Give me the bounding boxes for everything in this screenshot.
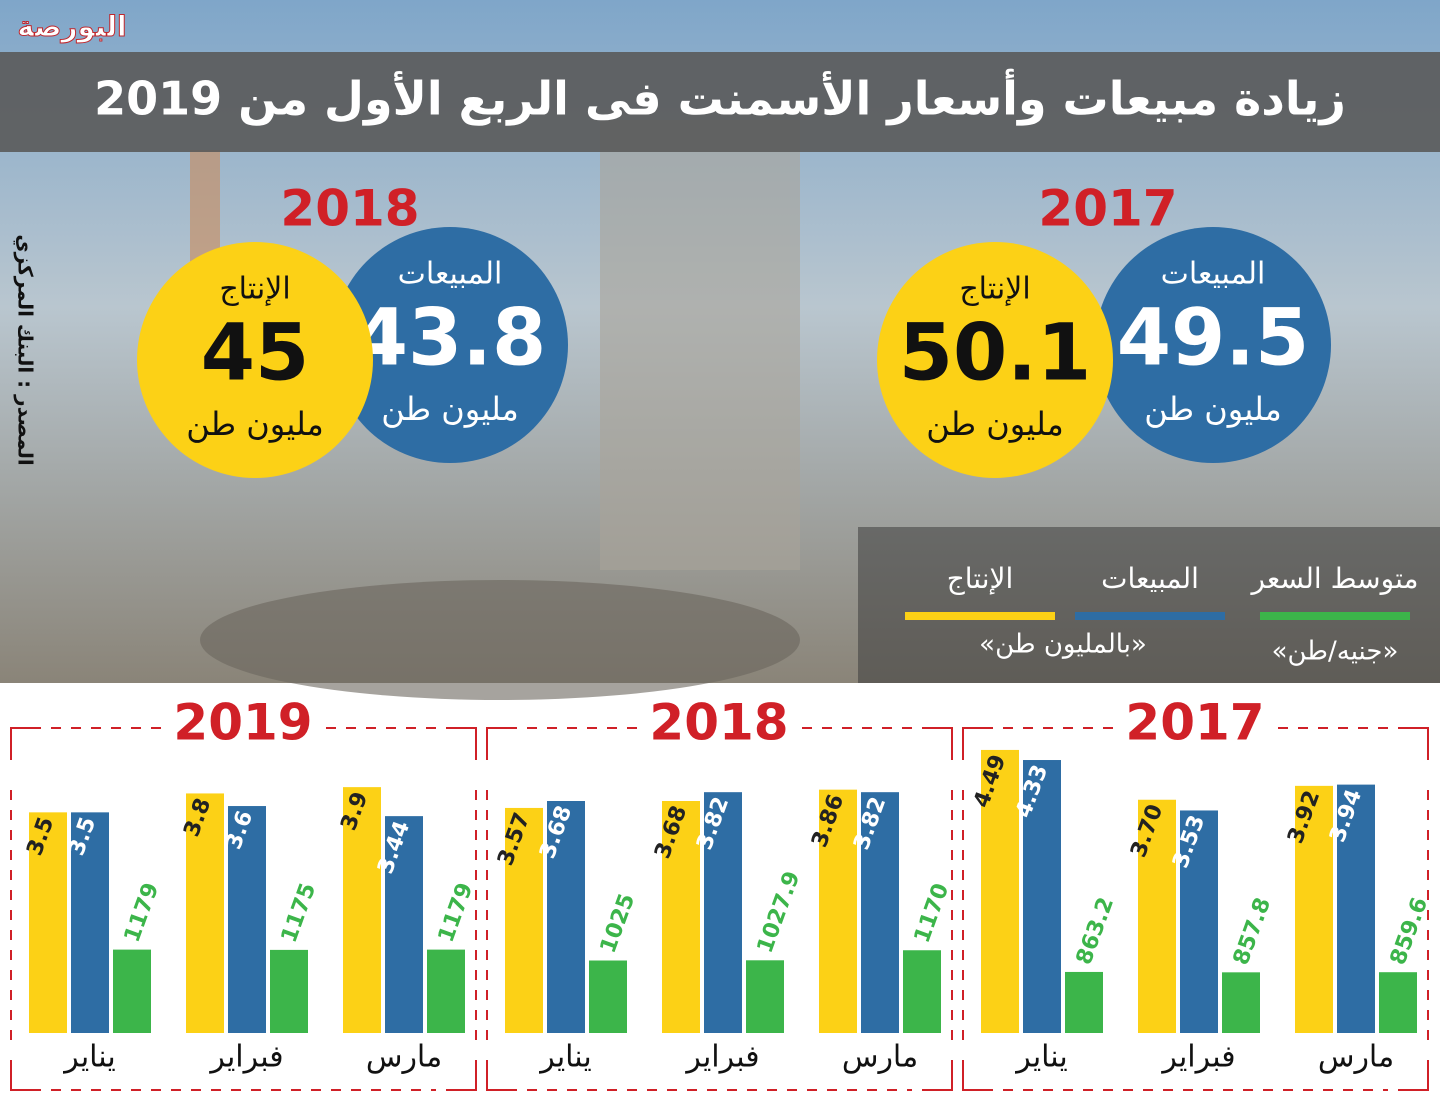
summary-label: الإنتاج	[219, 272, 290, 307]
value-label: 1170	[910, 880, 954, 946]
summary-circle	[137, 242, 373, 478]
legend-label: متوسط السعر	[1249, 562, 1418, 595]
x-tick-label: مارس	[1318, 1040, 1394, 1075]
bar	[746, 960, 784, 1033]
panel-frame	[10, 727, 477, 1091]
x-tick-label: فبراير	[208, 1040, 283, 1075]
tank	[200, 580, 800, 700]
summary-value: 45	[201, 308, 310, 398]
summary-label: الإنتاج	[959, 272, 1030, 307]
legend-label: الإنتاج	[947, 562, 1014, 596]
bar	[270, 949, 308, 1033]
source: المصدر : البنك المركزي	[13, 234, 38, 465]
value-label: 1175	[277, 880, 321, 946]
bar	[29, 812, 67, 1033]
panel-frame	[486, 727, 953, 1091]
legend-swatch	[1075, 612, 1225, 620]
bar	[981, 749, 1019, 1033]
bar	[1295, 785, 1333, 1033]
bar	[903, 950, 941, 1033]
bar	[1337, 784, 1375, 1033]
value-label: 1179	[434, 880, 478, 946]
legend-box	[858, 527, 1440, 683]
value-label: 859.6	[1386, 894, 1433, 968]
value-label: 857.8	[1229, 894, 1276, 968]
panel-frame	[962, 727, 1429, 1091]
bar	[819, 789, 857, 1033]
bar	[589, 960, 627, 1033]
legend-swatch	[1260, 612, 1410, 620]
legend-unit: «بالمليون طن»	[979, 630, 1147, 660]
bar	[662, 801, 700, 1033]
summary-year: 2017	[1038, 180, 1177, 238]
bar	[1023, 760, 1061, 1033]
bar	[861, 792, 899, 1033]
summary-unit: مليون طن	[381, 390, 518, 428]
plant-tower	[600, 120, 800, 570]
panel-dash	[486, 727, 953, 1091]
chart-title: 2019	[173, 694, 312, 752]
bar	[505, 807, 543, 1033]
bar	[1138, 799, 1176, 1033]
legend-label: المبيعات	[1101, 562, 1199, 595]
summary-unit: مليون طن	[186, 405, 323, 443]
panel-dash	[10, 727, 477, 1091]
x-tick-label: يناير	[538, 1040, 591, 1075]
bar	[427, 949, 465, 1033]
bar	[228, 806, 266, 1033]
bar	[385, 816, 423, 1033]
summary-unit: مليون طن	[1144, 390, 1281, 428]
bar	[71, 812, 109, 1033]
x-tick-label: يناير	[1014, 1040, 1067, 1075]
value-label: 863.2	[1072, 894, 1119, 968]
title: زيادة مبيعات وأسعار الأسمنت فى الربع الأ…	[94, 69, 1346, 126]
summary-value: 50.1	[899, 308, 1091, 398]
summary-label: المبيعات	[1161, 257, 1266, 292]
value-label: 1025	[596, 891, 640, 957]
logo: البورصة	[17, 10, 126, 43]
chart-title: 2018	[649, 694, 788, 752]
x-tick-label: مارس	[842, 1040, 918, 1075]
bar	[704, 792, 742, 1033]
summary-value: 49.5	[1117, 293, 1309, 383]
value-label: 1179	[120, 880, 164, 946]
summary-circle	[877, 242, 1113, 478]
panel-dash	[962, 727, 1429, 1091]
bar	[547, 801, 585, 1033]
chart-title: 2017	[1125, 694, 1264, 752]
x-tick-label: يناير	[62, 1040, 115, 1075]
x-tick-label: فبراير	[1160, 1040, 1235, 1075]
summary-circle	[332, 227, 568, 463]
summary-unit: مليون طن	[926, 405, 1063, 443]
x-tick-label: فبراير	[684, 1040, 759, 1075]
bar	[186, 793, 224, 1033]
summary-label: المبيعات	[398, 257, 503, 292]
summary-value: 43.8	[354, 293, 546, 383]
bar	[113, 949, 151, 1033]
x-tick-label: مارس	[366, 1040, 442, 1075]
bar	[1379, 972, 1417, 1033]
title-band	[0, 52, 1440, 152]
legend-unit: «جنيه/طن»	[1272, 637, 1399, 667]
bar	[343, 787, 381, 1033]
bar	[1065, 971, 1103, 1033]
value-label: 1027.9	[753, 868, 806, 956]
summary-circle	[1095, 227, 1331, 463]
summary-year: 2018	[280, 180, 419, 238]
bar	[1222, 972, 1260, 1033]
bar	[1180, 810, 1218, 1033]
legend-swatch	[905, 612, 1055, 620]
